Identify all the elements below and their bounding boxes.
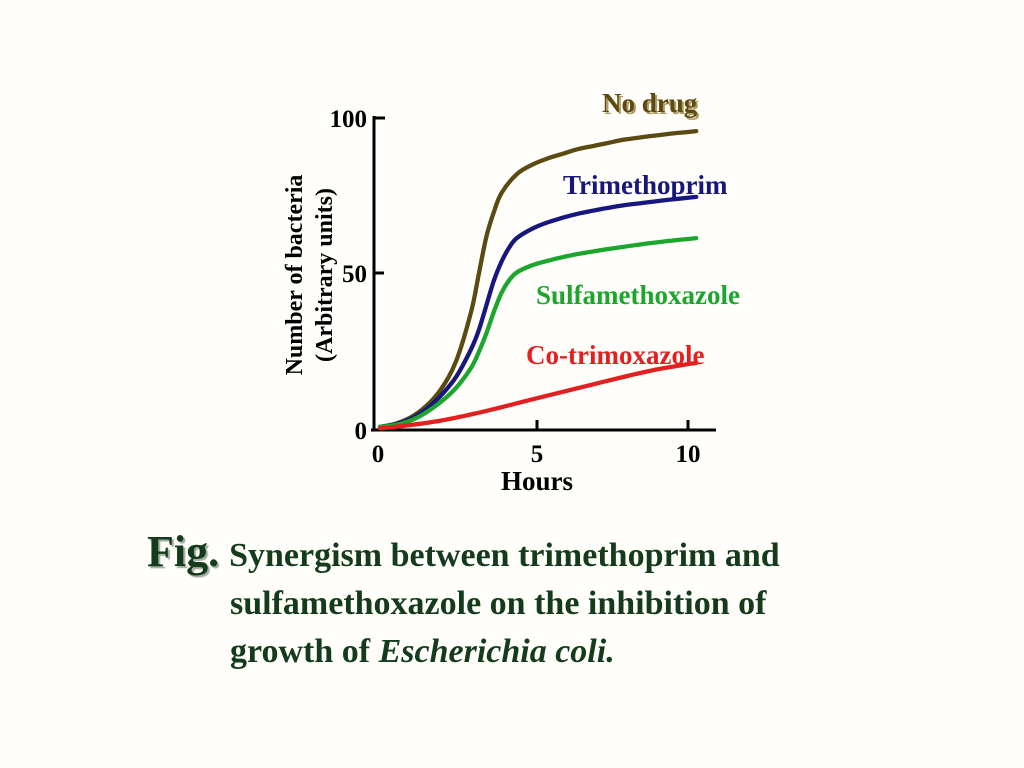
y-tick-label-0: 0: [355, 418, 368, 445]
series-label-no-drug-shadow: No drug: [604, 90, 700, 120]
x-axis-title: Hours: [501, 466, 573, 496]
figure-caption: Fig. Synergism between trimethoprim and s…: [147, 528, 927, 676]
caption-line3-italic: Escherichia coli.: [378, 633, 615, 670]
series-label-co-trimoxazole: Co-trimoxazole: [526, 340, 704, 370]
series-label-sulfamethoxazole: Sulfamethoxazole: [536, 280, 740, 310]
x-tick-label-0: 0: [372, 441, 385, 468]
x-tick-label-5: 5: [531, 441, 544, 468]
curve-co-trimoxazole: [377, 360, 699, 431]
series-label-trimethoprim: Trimethoprim: [563, 170, 728, 200]
caption-line-1: Fig. Synergism between trimethoprim and: [147, 528, 927, 580]
caption-line3-regular: growth of: [230, 633, 379, 670]
y-axis-title-line1: Number of bacteria: [282, 175, 308, 376]
y-axis-title-line2: (Arbitrary units): [312, 188, 338, 362]
growth-chart: 100 50 0 0 5 10 Number of bacteria (Arbi…: [282, 88, 740, 496]
axes: [371, 116, 716, 432]
caption-line-3: growth of Escherichia coli.: [147, 628, 927, 676]
series-label-no-drug: No drug: [602, 88, 698, 118]
y-tick-label-100: 100: [330, 106, 368, 133]
fig-label: Fig.: [147, 527, 220, 576]
curves-group: [377, 128, 699, 431]
curve-trimethoprim: [377, 194, 699, 430]
y-tick-label-50: 50: [342, 261, 367, 288]
curve-sulfamethoxazole: [377, 235, 699, 430]
x-tick-label-10: 10: [676, 441, 701, 468]
caption-line1-text: Synergism between trimethoprim and: [229, 537, 780, 574]
curve-no-drug: [377, 128, 699, 430]
caption-line-2: sulfamethoxazole on the inhibition of: [230, 585, 767, 622]
